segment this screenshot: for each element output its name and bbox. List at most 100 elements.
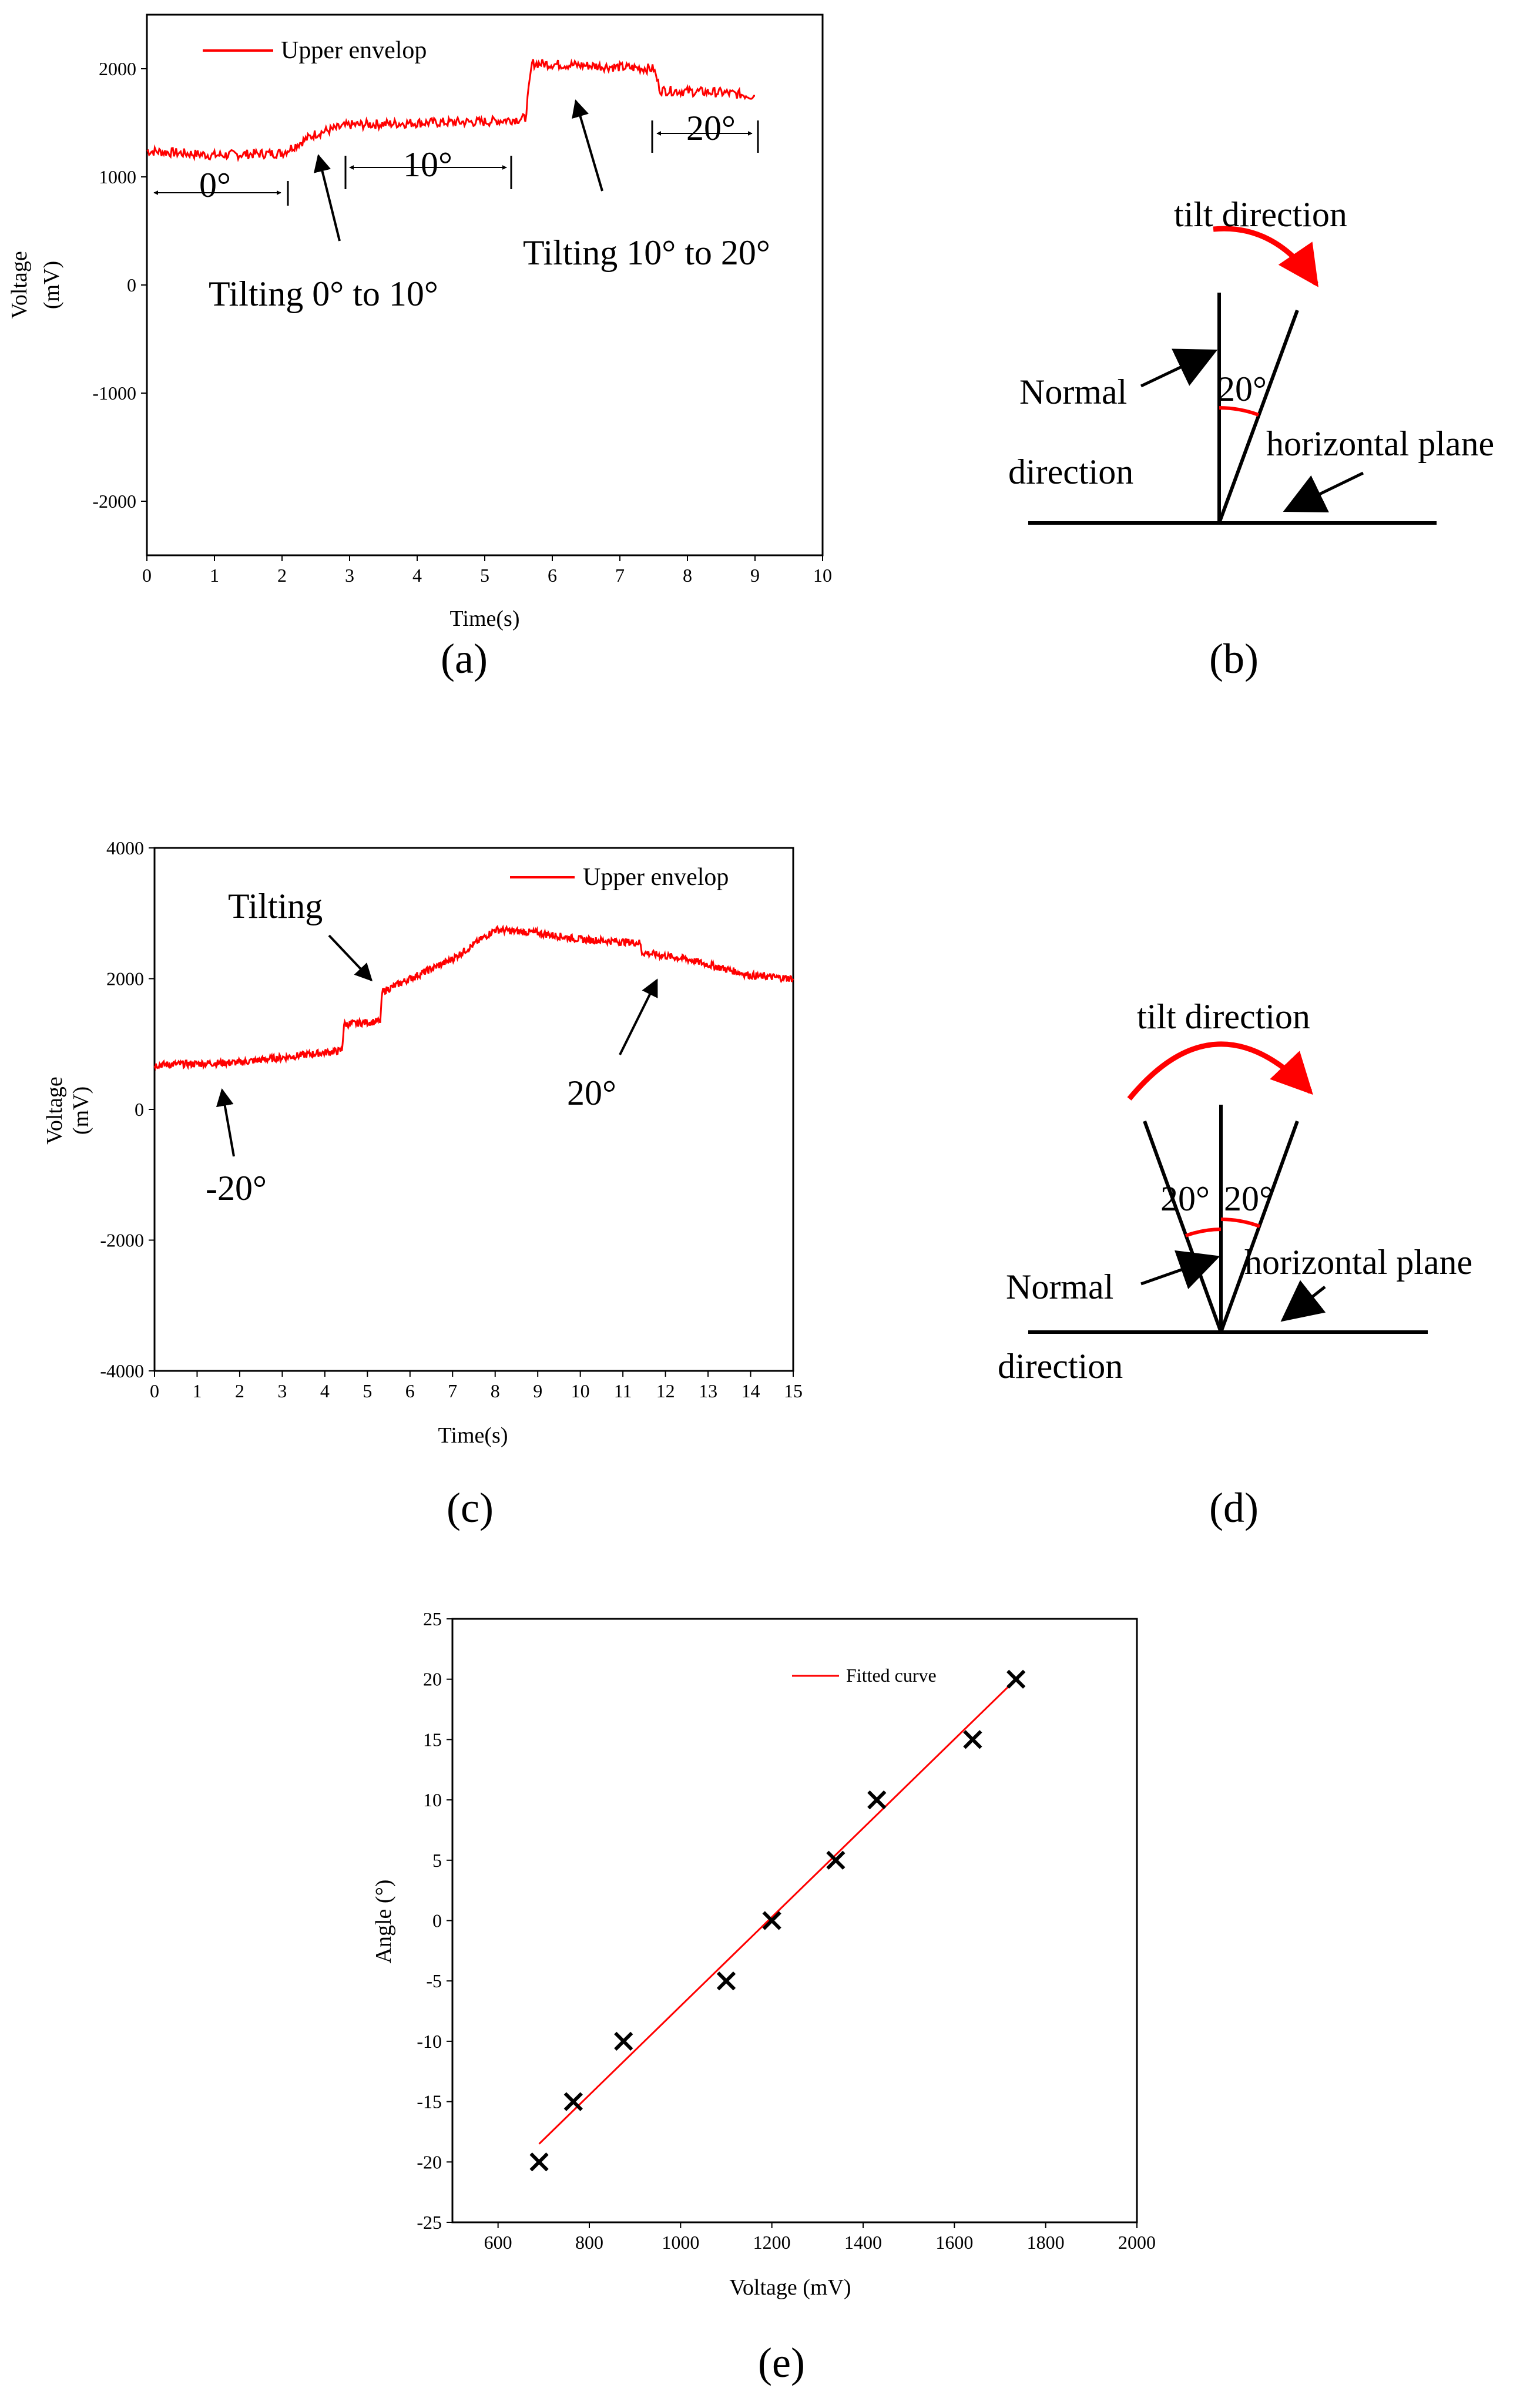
chart-c-series: [153, 924, 794, 1071]
chart-a-xtick-label: 7: [615, 565, 625, 586]
c-tilting-arrow: [328, 934, 373, 982]
chart-c-xtick-label: 10: [571, 1380, 590, 1401]
chart-c-ytick-label: -4000: [100, 1360, 144, 1381]
chart-e-ytick-label: 20: [423, 1669, 442, 1690]
chart-a-xtick-label: 2: [277, 565, 287, 586]
chart-e: 600 800 1000 1200 1400 1600 1800 2000 -25 -20 -15 -…: [371, 1608, 1156, 2386]
b-tilted-line: [1217, 309, 1299, 524]
chart-c-ticks: 0 1 2 3 4 5 6 7 8 9 10 11 12 13 14 15-4000-200002000400…: [100, 837, 803, 1401]
chart-c-series-line: [153, 924, 794, 1071]
chart-e-ytick-label: 5: [432, 1850, 442, 1871]
d-direction-label: direction: [998, 1347, 1123, 1386]
chart-a-xtick-label: 9: [750, 565, 760, 586]
d-horizontal-plane-label: horizontal plane: [1244, 1243, 1472, 1282]
a-seg0-label: 0°: [199, 166, 231, 204]
chart-e-series: [529, 1669, 1026, 2172]
c-tilting-annotation: Tilting: [228, 887, 323, 925]
chart-a-ytick-label: -2000: [92, 491, 136, 512]
chart-e-ytick-label: -15: [417, 2091, 442, 2112]
chart-a-ytick-label: 1000: [99, 166, 136, 187]
a-seg10-label: 10°: [403, 145, 452, 184]
chart-e-ytick-label: -10: [417, 2031, 442, 2052]
chart-c-ylabel-unit: (mV): [69, 1086, 93, 1135]
b-tilt-direction-arrow: [1213, 226, 1318, 287]
chart-e-xtick-label: 1000: [662, 2232, 699, 2253]
d-angle-left-label: 20°: [1160, 1179, 1210, 1218]
chart-a: 0 1 2 3 4 5 6 7 8 9 10 -2000 -1000 0 1000 2000 Upper en…: [7, 14, 832, 682]
a-tilt1-arrow: [313, 154, 341, 242]
chart-c-xtick-label: 4: [320, 1380, 330, 1401]
chart-c-xlabel: Time(s): [438, 1423, 508, 1448]
chart-e-xtick-label: 800: [575, 2232, 603, 2253]
chart-e-ytick-label: 0: [432, 1910, 442, 1931]
b-horizontal-plane-label: horizontal plane: [1266, 424, 1494, 463]
chart-a-ytick-label: 0: [127, 274, 136, 296]
chart-c-ylabel: Voltage: [42, 1076, 67, 1144]
chart-c-ytick-label: 2000: [106, 968, 144, 990]
chart-c-xtick-label: 13: [699, 1380, 717, 1401]
chart-e-xtick-label: 1400: [844, 2232, 882, 2253]
chart-c-xtick-label: 3: [277, 1380, 287, 1401]
d-plane-pointer: [1280, 1280, 1326, 1322]
chart-c-xtick-label: 11: [614, 1380, 632, 1401]
chart-e-xtick-label: 1800: [1027, 2232, 1065, 2253]
chart-c-xtick-label: 7: [448, 1380, 457, 1401]
chart-a-xtick-label: 10: [813, 565, 832, 586]
chart-e-ytick-label: -20: [417, 2151, 442, 2172]
diagram-b: tilt direction Normal direction 20° hori…: [1008, 195, 1494, 682]
b-normal-pointer: [1140, 348, 1218, 388]
chart-c-ytick-label: 0: [135, 1099, 144, 1120]
chart-e-data-point: [963, 1730, 982, 1749]
caption-a: (a): [441, 635, 488, 682]
chart-e-ytick-label: 15: [423, 1729, 442, 1750]
chart-e-fitted-curve: [538, 1678, 1017, 2145]
chart-c-legend-label: Upper envelop: [583, 864, 729, 891]
chart-a-xtick-label: 3: [345, 565, 354, 586]
chart-e-data-point: [563, 2092, 583, 2111]
d-tilt-direction-label: tilt direction: [1137, 997, 1310, 1036]
d-normal-pointer: [1140, 1250, 1220, 1289]
caption-c: (c): [447, 1484, 494, 1531]
a-tilt1-annotation: Tilting 0° to 10°: [209, 274, 438, 313]
chart-e-ytick-label: -5: [426, 1970, 442, 1991]
caption-b: (b): [1209, 635, 1259, 682]
chart-c-xtick-label: 9: [533, 1380, 542, 1401]
chart-c-plot-frame: [153, 847, 794, 1372]
chart-e-ytick-label: -25: [417, 2212, 442, 2233]
b-tilt-direction-label: tilt direction: [1174, 195, 1347, 234]
chart-c-xtick-label: 15: [784, 1380, 803, 1401]
c-neg20-arrow: [216, 1088, 235, 1157]
d-angle-arc-right: [1220, 1218, 1261, 1228]
d-angle-arc-left: [1185, 1228, 1222, 1237]
chart-e-data-point: [529, 2152, 549, 2172]
chart-e-data-point: [826, 1850, 845, 1870]
chart-c-xtick-label: 0: [150, 1380, 159, 1401]
chart-c-xtick-label: 2: [235, 1380, 244, 1401]
chart-c: 0 1 2 3 4 5 6 7 8 9 10 11 12 13 14 15-4000-200002000400…: [42, 837, 803, 1531]
chart-e-data-point: [762, 1911, 781, 1930]
a-seg20-label: 20°: [686, 109, 736, 147]
caption-e: (e): [758, 2339, 805, 2386]
a-tilt2-annotation: Tilting 10° to 20°: [523, 233, 770, 272]
c-20-arrow: [619, 978, 658, 1055]
chart-a-legend-label: Upper envelop: [281, 37, 427, 64]
chart-a-xtick-label: 8: [683, 565, 692, 586]
b-direction-label: direction: [1008, 452, 1133, 491]
chart-a-ticks: 0 1 2 3 4 5 6 7 8 9 10 -2000 -1000 0 1000 2000: [92, 58, 832, 586]
chart-a-series: [146, 58, 755, 162]
chart-e-xtick-label: 1200: [753, 2232, 791, 2253]
chart-e-xtick-label: 600: [484, 2232, 512, 2253]
b-angle-label: 20°: [1217, 370, 1267, 408]
b-normal-label: Normal: [1019, 373, 1127, 411]
chart-e-xtick-label: 1600: [935, 2232, 973, 2253]
chart-e-data-point: [1006, 1669, 1026, 1689]
chart-c-xtick-label: 6: [405, 1380, 415, 1401]
chart-e-data-point: [867, 1790, 887, 1810]
chart-e-ticks: 600 800 1000 1200 1400 1600 1800 2000 -25 -20 -15 -…: [417, 1608, 1156, 2253]
chart-c-xtick-label: 5: [363, 1380, 372, 1401]
c-20-annotation: 20°: [567, 1074, 616, 1112]
diagram-d: tilt direction 20° 20° Normal direction …: [998, 997, 1472, 1531]
chart-c-xtick-label: 1: [192, 1380, 202, 1401]
chart-c-ytick-label: -2000: [100, 1230, 144, 1251]
